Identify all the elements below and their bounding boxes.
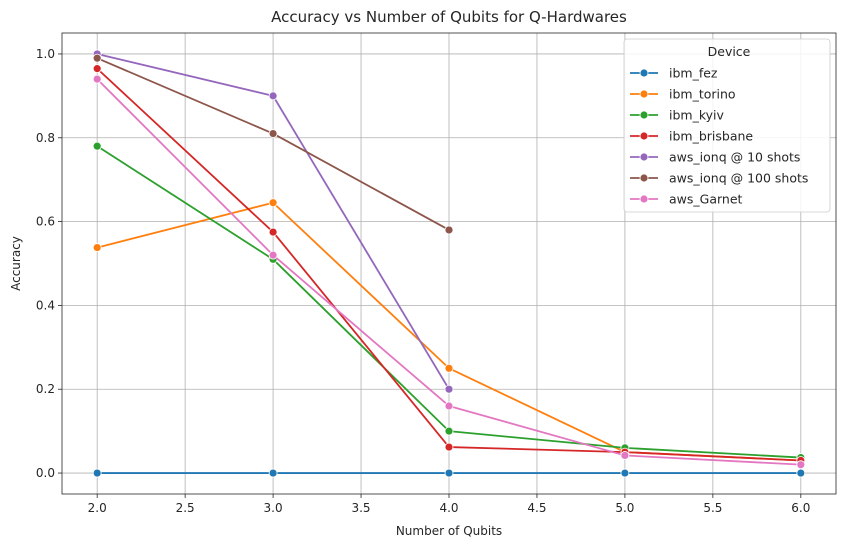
legend-swatch-marker xyxy=(639,152,649,162)
legend-item: ibm_torino xyxy=(630,87,736,102)
legend-item: aws_Garnet xyxy=(630,192,743,207)
data-point xyxy=(444,468,454,478)
x-tick-label: 2.0 xyxy=(88,501,107,515)
series-aws-garnet xyxy=(92,74,806,470)
legend-label: aws_ionq @ 100 shots xyxy=(669,171,808,186)
legend-title: Device xyxy=(708,44,751,59)
data-point xyxy=(444,363,454,373)
y-tick-label: 0.4 xyxy=(36,298,55,312)
data-point xyxy=(92,243,102,252)
data-point xyxy=(268,468,278,478)
x-tick-label: 4.5 xyxy=(527,501,546,515)
x-axis-label: Number of Qubits xyxy=(396,524,502,538)
x-tick-label: 6.0 xyxy=(791,501,810,515)
data-point xyxy=(92,468,102,478)
legend-swatch-marker xyxy=(639,110,649,120)
x-tick-label: 5.0 xyxy=(615,501,634,515)
series-aws-ionq-100-shots xyxy=(92,53,454,235)
data-point xyxy=(444,426,454,436)
x-tick-label: 5.5 xyxy=(703,501,722,515)
legend: Device ibm_fez ibm_torino ibm_kyiv ibm_brisb… xyxy=(623,38,831,213)
chart-title: Accuracy vs Number of Qubits for Q-Hardw… xyxy=(271,8,627,26)
legend-label: aws_ionq @ 10 shots xyxy=(669,150,800,165)
data-point xyxy=(92,64,102,74)
data-point xyxy=(444,401,454,411)
series-lines xyxy=(92,49,806,478)
legend-label: ibm_fez xyxy=(669,66,718,81)
legend-item: aws_ionq @ 100 shots xyxy=(630,171,808,186)
x-axis-ticks: 2.0 2.5 3.0 3.5 4.0 4.5 5.0 5.5 6.0 xyxy=(88,494,810,515)
data-point xyxy=(620,451,630,460)
series-ibm-fez xyxy=(92,468,806,478)
data-point xyxy=(444,384,454,394)
legend-label: ibm_kyiv xyxy=(669,108,724,123)
data-point xyxy=(268,91,278,101)
legend-swatch-marker xyxy=(639,194,649,204)
x-tick-label: 3.5 xyxy=(351,501,370,515)
data-point xyxy=(444,442,454,452)
legend-label: ibm_brisbane xyxy=(669,129,753,144)
legend-label: ibm_torino xyxy=(669,87,736,102)
legend-item: aws_ionq @ 10 shots xyxy=(630,150,800,165)
y-tick-label: 0.8 xyxy=(36,131,55,145)
data-point xyxy=(92,74,102,84)
y-tick-label: 0.6 xyxy=(36,215,55,229)
data-point xyxy=(444,225,454,235)
x-tick-label: 4.0 xyxy=(439,501,458,515)
legend-item: ibm_fez xyxy=(630,66,718,81)
y-tick-label: 1.0 xyxy=(36,47,55,61)
data-point xyxy=(92,141,102,151)
x-tick-label: 3.0 xyxy=(264,501,283,515)
data-point xyxy=(620,468,630,478)
legend-swatch-marker xyxy=(639,68,649,78)
data-point xyxy=(796,468,806,478)
legend-swatch-marker xyxy=(639,131,649,141)
data-point xyxy=(268,227,278,237)
data-point xyxy=(268,198,278,208)
data-point xyxy=(796,460,806,470)
y-axis-label: Accuracy xyxy=(9,236,23,291)
legend-swatch-marker xyxy=(639,89,649,99)
legend-label: aws_Garnet xyxy=(669,192,743,207)
x-tick-label: 2.5 xyxy=(176,501,195,515)
legend-item: ibm_kyiv xyxy=(630,108,724,123)
data-point xyxy=(268,129,278,138)
legend-item: ibm_brisbane xyxy=(630,129,753,144)
legend-box xyxy=(623,38,831,213)
y-axis-ticks: 0.0 0.2 0.4 0.6 0.8 1.0 xyxy=(36,47,62,480)
data-point xyxy=(92,53,102,63)
legend-swatch-marker xyxy=(639,173,649,183)
y-tick-label: 0.2 xyxy=(36,382,55,396)
y-tick-label: 0.0 xyxy=(36,466,55,480)
data-point xyxy=(268,250,278,260)
